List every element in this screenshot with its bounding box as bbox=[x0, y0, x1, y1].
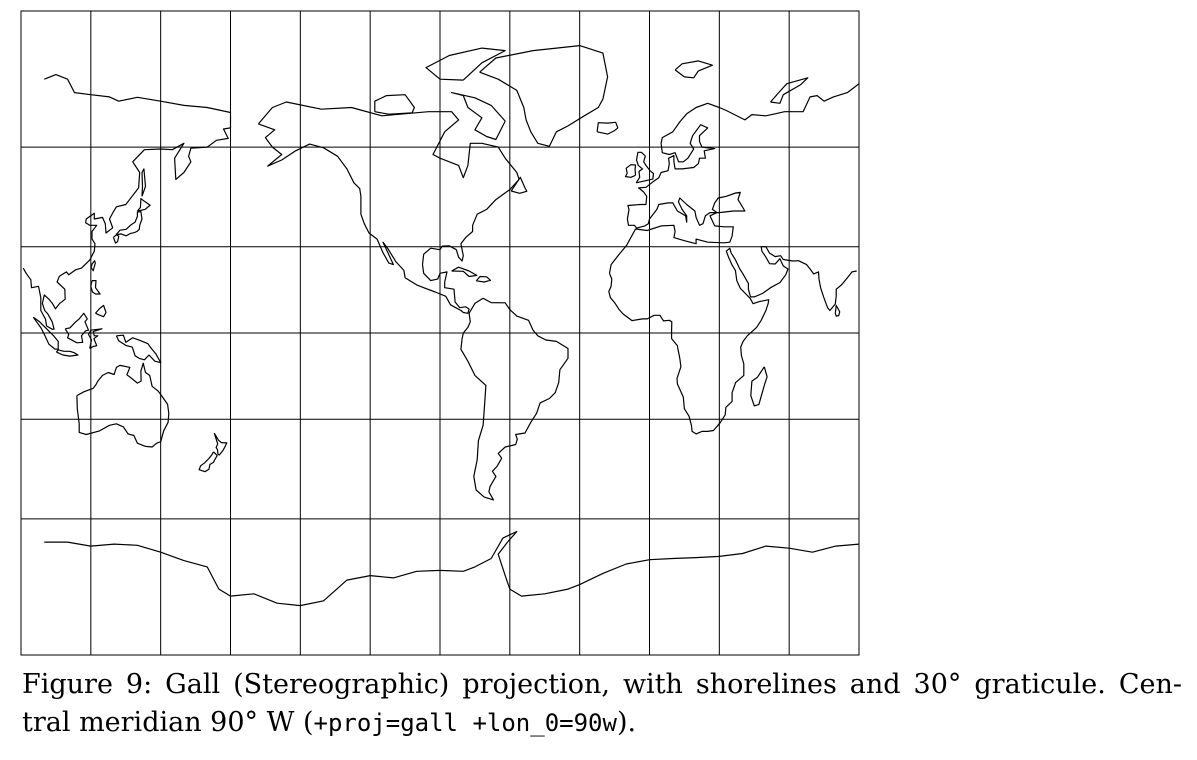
graticule-grid bbox=[20, 10, 860, 656]
shoreline-svalbard bbox=[674, 60, 713, 79]
shoreline-new-zealand-south bbox=[198, 451, 218, 473]
shoreline-baffin-island bbox=[451, 92, 506, 141]
shoreline-greenland bbox=[479, 45, 609, 147]
shoreline-sulawesi bbox=[87, 328, 103, 350]
shoreline-ellesmere-island bbox=[425, 47, 506, 81]
shoreline-sumatra bbox=[32, 316, 59, 350]
shoreline-mindanao bbox=[95, 304, 107, 318]
caption-line-2-prefix: tral meridian 90° W ( bbox=[22, 707, 314, 738]
shoreline-south-america bbox=[460, 297, 569, 501]
caption-proj-code: +proj=gall +lon_0=90w bbox=[313, 709, 617, 737]
caption-line-1: Figure 9: Gall (Stereographic) projectio… bbox=[22, 669, 1182, 700]
shoreline-japan-kyushu bbox=[112, 234, 120, 244]
shoreline-north-america bbox=[257, 101, 520, 314]
shoreline-antarctica bbox=[44, 530, 859, 607]
shoreline-ireland bbox=[624, 164, 637, 178]
shoreline-sri-lanka bbox=[834, 304, 841, 317]
shoreline-taiwan bbox=[90, 260, 96, 272]
shoreline-madagascar bbox=[750, 366, 768, 407]
shoreline-newfoundland bbox=[510, 176, 528, 194]
shoreline-japan-honshu bbox=[115, 211, 143, 237]
shoreline-java bbox=[55, 349, 79, 357]
shoreline-victoria-island bbox=[374, 94, 415, 115]
shoreline-great-britain bbox=[635, 151, 655, 184]
shoreline-hispaniola bbox=[475, 275, 492, 283]
shoreline-cuba bbox=[451, 266, 478, 278]
shoreline-novaya-zemlya bbox=[770, 77, 809, 104]
shoreline-new-zealand-north bbox=[213, 432, 228, 456]
shoreline-luzon bbox=[90, 280, 101, 295]
shoreline-borneo bbox=[64, 312, 90, 344]
shorelines bbox=[22, 45, 859, 607]
shoreline-japan-hokkaido bbox=[136, 198, 151, 212]
world-map bbox=[20, 10, 860, 656]
figure-caption: Figure 9: Gall (Stereographic) projectio… bbox=[22, 666, 1182, 742]
shoreline-africa-eurasia bbox=[22, 74, 859, 435]
shoreline-new-guinea bbox=[115, 334, 162, 364]
shoreline-iceland bbox=[596, 121, 619, 135]
shoreline-australia bbox=[76, 362, 170, 448]
shoreline-sakhalin bbox=[141, 168, 147, 197]
caption-suffix: ). bbox=[616, 707, 637, 738]
